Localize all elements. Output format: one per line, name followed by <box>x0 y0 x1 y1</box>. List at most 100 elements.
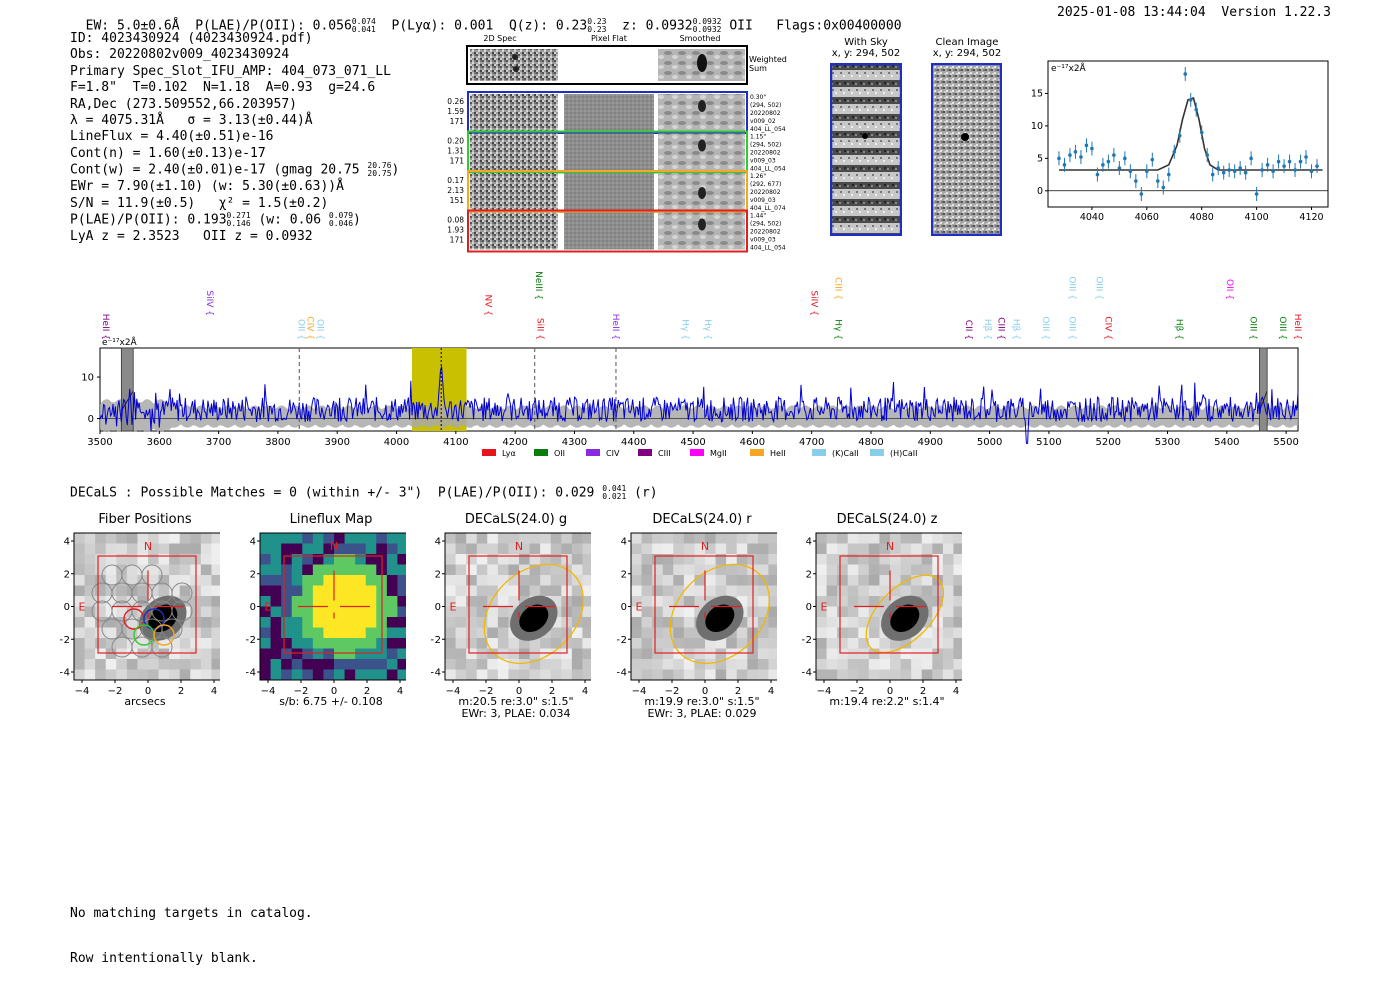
stamp-pixel <box>148 543 160 555</box>
stamp-pixel <box>126 554 138 565</box>
stamp-pixel <box>365 554 377 565</box>
stamp-pixel <box>705 575 717 586</box>
info-params: F=1.8" T=0.102 N=1.18 A=0.93 g=24.6 <box>70 80 376 96</box>
weighted-sum-row <box>466 45 748 85</box>
zoom-data-point <box>1238 166 1242 170</box>
stamp-pixel <box>837 669 849 681</box>
stamp-pixel <box>397 585 406 597</box>
stamp-pixel <box>757 627 769 639</box>
stamp-caption-line-1: arcsecs <box>124 695 166 708</box>
stamp-pixel <box>302 627 314 639</box>
stamp-title: Lineflux Map <box>289 512 373 527</box>
stamp-pixel <box>344 596 356 607</box>
stamp-pixel <box>386 575 398 586</box>
stamp-pixel <box>397 564 406 576</box>
stamp-pixel <box>582 606 591 618</box>
stamp-pixel <box>291 585 303 597</box>
spectral-line-label: OIII { <box>1067 316 1077 340</box>
stamp-pixel <box>312 659 324 670</box>
spectrum-ytick-label: 0 <box>88 414 94 425</box>
clean-image <box>931 63 1002 236</box>
stamp-pixel <box>571 543 583 555</box>
stamp-pixel <box>344 585 356 597</box>
stamp-pixel <box>355 617 367 628</box>
stamp-pixel <box>540 659 552 670</box>
spectral-line-label: CIV { <box>1102 316 1112 340</box>
stamp-xtick-label: −4 <box>446 686 461 697</box>
stamp-pixel <box>487 585 499 597</box>
stamp-ytick-label: −4 <box>60 668 70 679</box>
stamp-pixel <box>847 554 859 565</box>
stamp-pixel <box>694 554 706 565</box>
decals-summary-band: (r) <box>634 485 658 501</box>
cutout-row-frame <box>467 130 748 174</box>
stamp-pixel <box>768 638 777 649</box>
footer-line-1: No matching targets in catalog. <box>70 906 313 921</box>
header-version: Version 1.22.3 <box>1221 5 1331 20</box>
stamp-xtick-label: −2 <box>850 686 865 697</box>
stamp-title: DECaLS(24.0) g <box>464 512 568 527</box>
stamp-pixel <box>911 575 923 586</box>
cutout-flat-image <box>564 173 654 210</box>
header-bar: EW: 5.0±0.6Å P(LAE)/P(OII): 0.0560.074 0.… <box>70 3 902 34</box>
stamp-pixel <box>540 554 552 565</box>
stamp-pixel <box>582 564 591 576</box>
stamp-pixel <box>105 659 117 670</box>
zoom-data-point <box>1172 150 1177 154</box>
stamp-pixel <box>953 606 962 618</box>
stamp-pixel <box>953 533 962 544</box>
stamp-pixel <box>137 669 149 681</box>
stamp-pixel <box>508 669 520 681</box>
stamp-pixel <box>344 627 356 639</box>
stamp-pixel <box>826 617 838 628</box>
stamp-pixel <box>858 627 870 639</box>
stamp-pixel <box>397 554 406 565</box>
stamp-pixel <box>582 596 591 607</box>
stamp-pixel <box>932 648 944 660</box>
stamp-pixel <box>200 669 212 681</box>
stamp-pixel <box>95 543 107 555</box>
stamp-pixel <box>487 533 499 544</box>
stamp-pixel <box>95 627 107 639</box>
stamp-pixel <box>768 596 777 607</box>
stamp-pixel <box>757 669 769 681</box>
zoom-data-point <box>1183 72 1188 76</box>
legend-swatch <box>812 449 826 456</box>
zoom-data-point <box>1309 169 1314 174</box>
zoom-data-point <box>1079 155 1083 159</box>
cutout-source-blob <box>698 100 706 112</box>
stamp-pixel <box>932 659 944 670</box>
stamp-pixel <box>858 543 870 555</box>
stamp-pixel <box>497 533 509 544</box>
spectral-line-label: OIII { <box>1093 276 1103 300</box>
spectrum-masked-band <box>1259 347 1268 432</box>
stamp-pixel <box>211 627 220 639</box>
stamp-pixel <box>312 585 324 597</box>
stamp-ytick-label: 2 <box>435 569 441 580</box>
stamp-pixel <box>715 585 727 597</box>
zoom-data-point <box>1304 155 1308 159</box>
stamp-pixel <box>631 627 643 639</box>
stamp-pixel <box>211 533 220 544</box>
stamp-pixel <box>169 575 181 586</box>
stamp-pixel <box>190 543 202 555</box>
stamp-xtick-label: −2 <box>294 686 309 697</box>
stamp-pixel <box>519 554 531 565</box>
stamp-pixel <box>281 543 293 555</box>
stamp-pixel <box>376 669 388 681</box>
stamp-pixel <box>953 617 962 628</box>
stamp-pixel <box>816 543 828 555</box>
weighted-sum-label: Weighted Sum <box>749 55 787 73</box>
stamp-pixel <box>137 659 149 670</box>
stamp-pixel <box>561 659 573 670</box>
stamp-pixel <box>816 617 828 628</box>
col-smoothed: Smoothed <box>680 34 721 43</box>
stamp-pixel <box>631 659 643 670</box>
stamp-pixel <box>736 669 748 681</box>
stamp-svg: N E −4 −2 0 2 4 4 2 0 −2 −4 <box>802 532 962 697</box>
stamp-pixel <box>757 606 769 618</box>
spectrum-xtick-label: 4900 <box>918 437 943 448</box>
cutout-row-stat: 171 <box>450 117 465 126</box>
stamp-pixel <box>200 638 212 649</box>
stamp-pixel <box>705 648 717 660</box>
